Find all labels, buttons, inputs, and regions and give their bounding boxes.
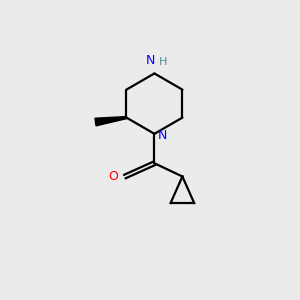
Text: O: O bbox=[109, 170, 118, 183]
Polygon shape bbox=[95, 117, 127, 126]
Text: N: N bbox=[146, 54, 156, 67]
Text: H: H bbox=[158, 57, 167, 67]
Text: N: N bbox=[158, 129, 167, 142]
